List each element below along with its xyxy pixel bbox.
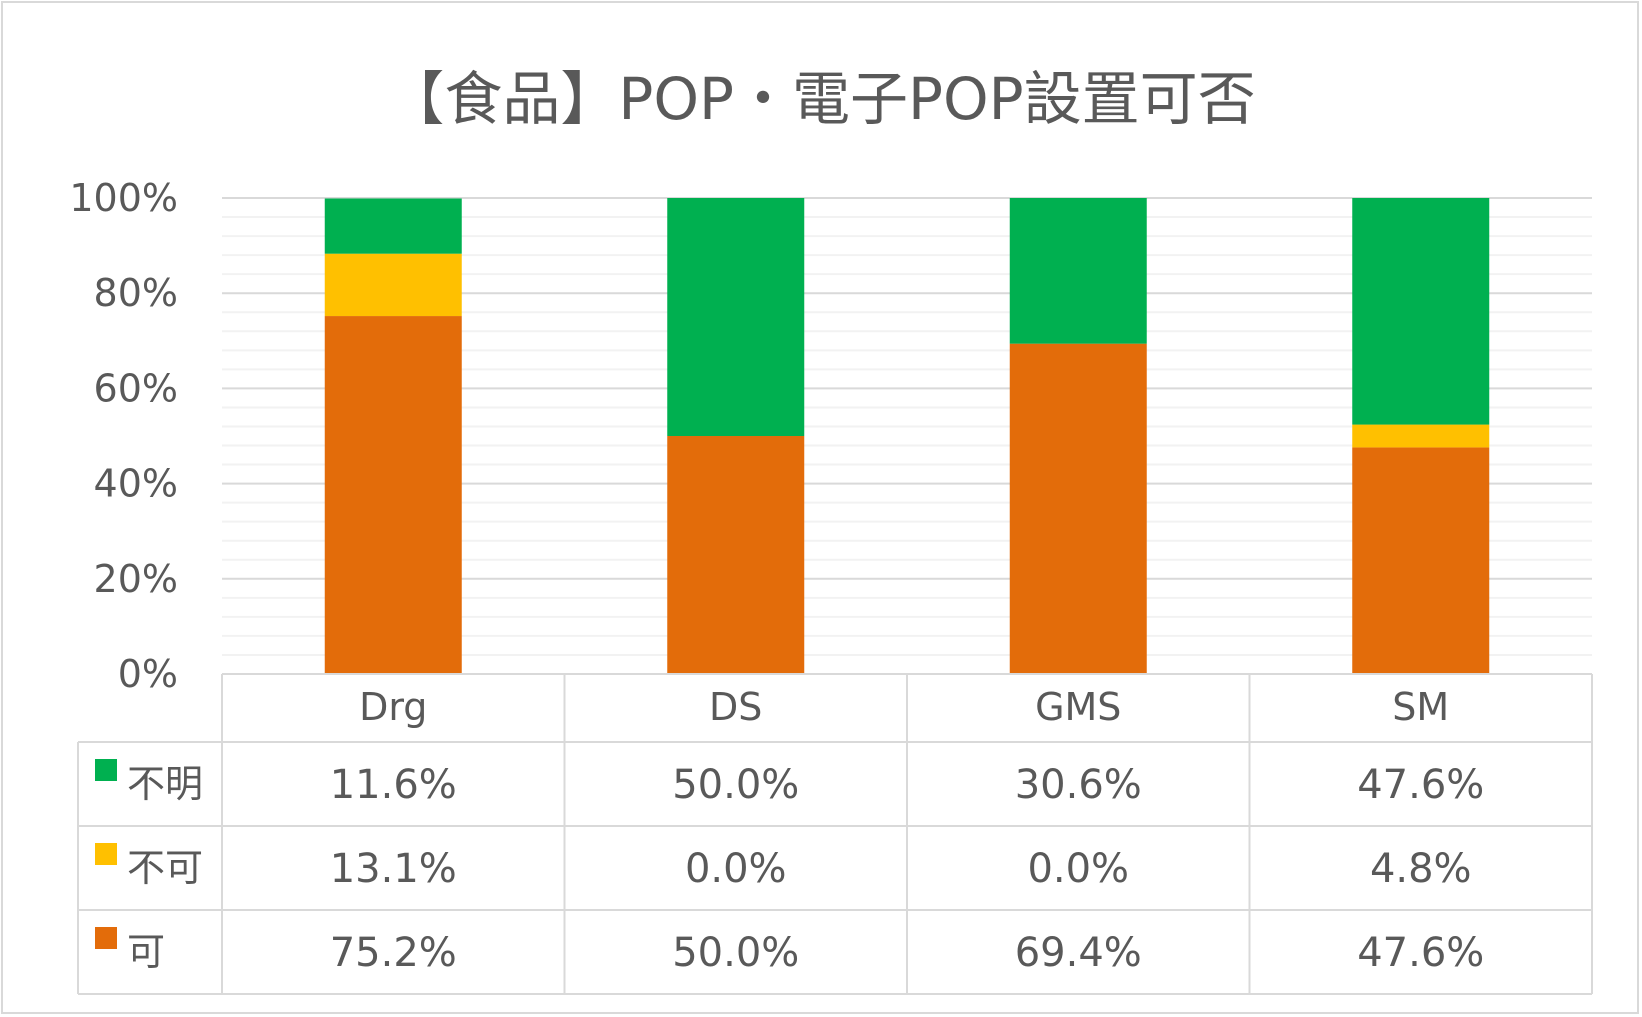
- data-table-cell: 0.0%: [1027, 846, 1129, 892]
- data-table-cell: 69.4%: [1015, 930, 1142, 976]
- x-category-label: GMS: [1035, 685, 1121, 729]
- y-tick-label: 0%: [118, 652, 178, 696]
- data-table-cell: 0.0%: [685, 846, 787, 892]
- bar-segment: [1352, 198, 1490, 425]
- legend-label: 可: [127, 930, 165, 974]
- x-category-label: Drg: [359, 685, 427, 729]
- bar-segment: [1352, 424, 1490, 448]
- y-tick-label: 60%: [94, 366, 178, 410]
- x-category-label: SM: [1392, 685, 1449, 729]
- legend-key: [95, 759, 117, 781]
- bar-segment: [1352, 447, 1490, 674]
- chart-title: 【食品】POP・電子POP設置可否: [386, 65, 1256, 133]
- data-table-cell: 50.0%: [672, 762, 799, 808]
- legend-key: [95, 843, 117, 865]
- y-tick-label: 20%: [94, 557, 178, 601]
- bar-segment: [1009, 198, 1147, 344]
- bar-segment: [667, 198, 805, 436]
- data-table-cell: 75.2%: [330, 930, 457, 976]
- bar-segment: [324, 198, 462, 254]
- labels: 0% 20% 40% 60% 80% 100% Drg DS GMS SM 不明 11.6% 50.0%…: [69, 176, 1484, 976]
- legend-label: 不明: [127, 762, 203, 806]
- data-table-cell: 30.6%: [1015, 762, 1142, 808]
- data-table-cell: 11.6%: [330, 762, 457, 808]
- data-table-cell: 50.0%: [672, 930, 799, 976]
- data-table-cell: 13.1%: [330, 846, 457, 892]
- data-table-cell: 47.6%: [1357, 762, 1484, 808]
- bar-segment: [324, 316, 462, 674]
- y-tick-label: 40%: [94, 462, 178, 506]
- bar-segment: [1009, 343, 1147, 674]
- y-tick-label: 100%: [69, 176, 178, 220]
- x-category-label: DS: [709, 685, 762, 729]
- legend-key: [95, 927, 117, 949]
- bar-segment: [667, 436, 805, 674]
- y-tick-label: 80%: [94, 271, 178, 315]
- data-table-cell: 4.8%: [1370, 846, 1472, 892]
- data-table-cell: 47.6%: [1357, 930, 1484, 976]
- bar-segment: [324, 253, 462, 317]
- data-table: [77, 673, 1593, 995]
- legend-label: 不可: [127, 846, 203, 890]
- bars: [324, 198, 1490, 674]
